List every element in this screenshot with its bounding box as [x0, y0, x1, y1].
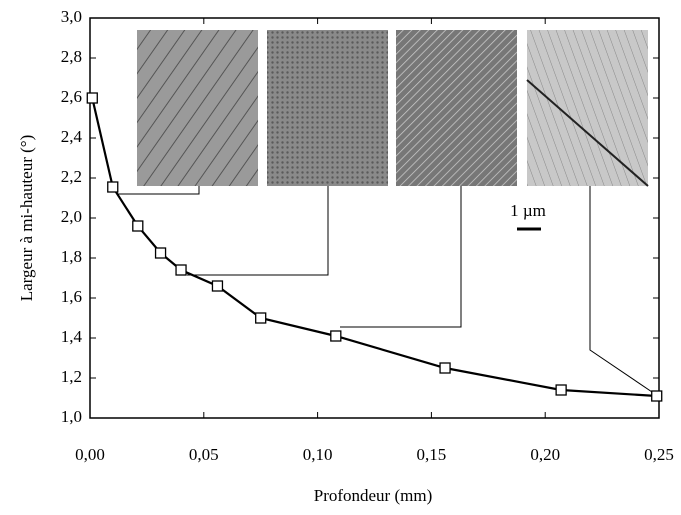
y-tick-label: 1,2	[61, 367, 82, 386]
marker	[132, 220, 144, 232]
micrographs	[137, 30, 649, 187]
y-tick-label: 1,8	[61, 247, 82, 266]
marker	[555, 384, 567, 396]
micrograph	[267, 30, 388, 186]
y-tick-label: 2,8	[61, 47, 82, 66]
connector	[118, 186, 200, 195]
y-tick-label: 3,0	[61, 7, 82, 26]
y-tick-label: 2,0	[61, 207, 82, 226]
micrograph	[137, 30, 258, 186]
y-tick-label: 2,4	[61, 127, 83, 146]
x-axis-label: Profondeur (mm)	[314, 486, 433, 505]
x-tick-label: 0,05	[189, 445, 219, 464]
y-tick-label: 2,2	[61, 167, 82, 186]
x-tick-label: 0,10	[303, 445, 333, 464]
x-tick-label: 0,00	[75, 445, 105, 464]
micrograph	[396, 30, 517, 186]
connector	[589, 186, 656, 395]
scale-bar-label: 1 µm	[510, 201, 546, 220]
y-axis-label: Largeur à mi-hauteur (°)	[17, 135, 36, 302]
marker	[330, 330, 342, 342]
connectors	[118, 186, 656, 395]
y-tick-label: 1,6	[61, 287, 82, 306]
connector	[340, 186, 462, 328]
y-tick-label: 2,6	[61, 87, 82, 106]
micrograph-feature	[526, 79, 649, 187]
marker	[86, 92, 98, 104]
connector	[187, 186, 329, 276]
marker	[439, 362, 451, 374]
x-tick-label: 0,20	[530, 445, 560, 464]
x-tick-label: 0,25	[644, 445, 674, 464]
marker	[651, 390, 663, 402]
y-tick-label: 1,0	[61, 407, 82, 426]
marker	[175, 264, 187, 276]
marker	[154, 247, 167, 259]
marker	[211, 280, 224, 292]
x-tick-label: 0,15	[417, 445, 447, 464]
marker	[255, 312, 267, 324]
micrograph	[527, 30, 648, 186]
y-tick-label: 1,4	[61, 327, 83, 346]
marker	[107, 181, 119, 193]
